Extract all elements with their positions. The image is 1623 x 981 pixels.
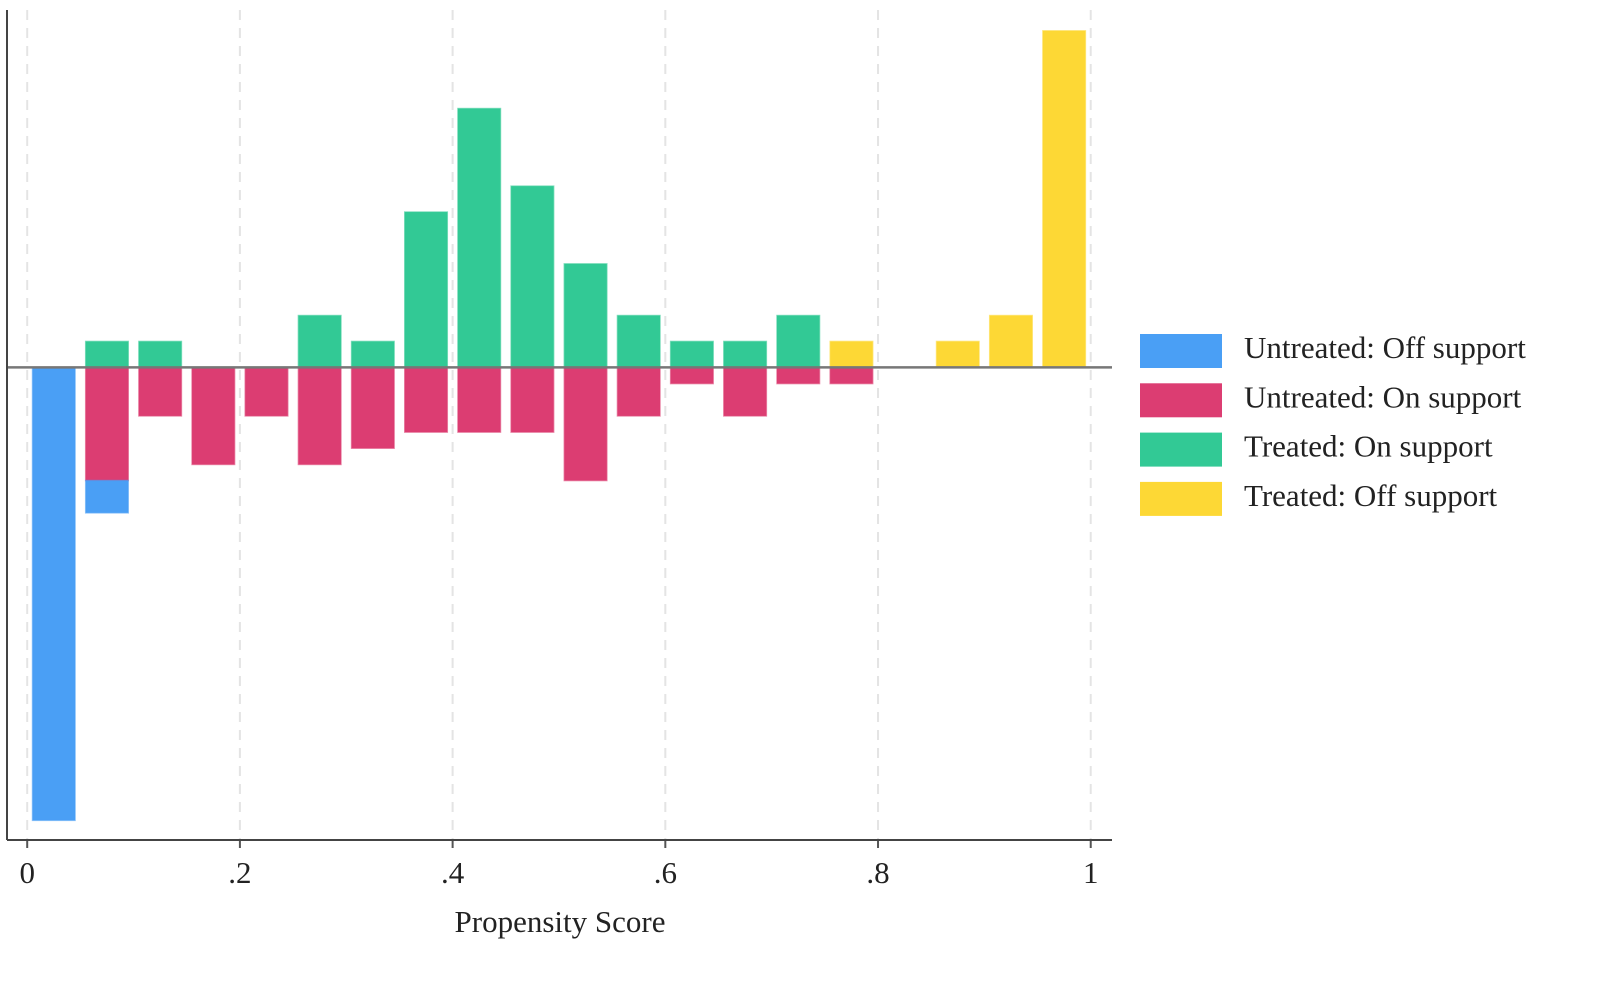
legend-label: Treated: Off support: [1244, 478, 1498, 513]
legend-label: Untreated: Off support: [1244, 330, 1526, 365]
bar: [191, 366, 236, 466]
bar: [404, 366, 449, 433]
bar: [829, 340, 874, 369]
bar: [297, 314, 342, 369]
bar: [138, 340, 183, 369]
bar: [988, 314, 1033, 369]
x-tick-label: 1: [1083, 855, 1099, 890]
bar: [1042, 30, 1087, 369]
bar: [669, 340, 714, 369]
bar: [350, 366, 395, 449]
bar: [723, 366, 768, 417]
legend-swatch: [1140, 334, 1222, 368]
bar: [723, 340, 768, 369]
bar: [84, 340, 129, 369]
bar: [776, 314, 821, 369]
x-tick-label: .4: [441, 855, 465, 890]
bar: [776, 366, 821, 385]
x-tick-label: .6: [654, 855, 677, 890]
x-tick-label: .2: [228, 855, 251, 890]
bar: [829, 366, 874, 385]
x-tick-label: .8: [866, 855, 889, 890]
bar: [563, 263, 608, 369]
bar: [457, 366, 502, 433]
bar: [669, 366, 714, 385]
bar: [84, 479, 129, 514]
bar: [297, 366, 342, 466]
legend-label: Treated: On support: [1244, 429, 1493, 464]
legend-swatch: [1140, 383, 1222, 418]
bar: [244, 366, 289, 417]
x-axis-title: Propensity Score: [455, 904, 666, 939]
bar: [404, 211, 449, 369]
x-tick-label: 0: [19, 855, 35, 890]
bar: [563, 366, 608, 482]
legend-swatch: [1140, 432, 1222, 467]
bar: [457, 107, 502, 369]
bar: [935, 340, 980, 369]
legend-swatch: [1140, 481, 1222, 516]
bar: [510, 366, 555, 433]
legend-label: Untreated: On support: [1244, 379, 1522, 414]
bar: [350, 340, 395, 369]
bar: [616, 314, 661, 369]
bar: [616, 366, 661, 417]
bar: [84, 366, 129, 482]
bar: [31, 366, 76, 822]
bar: [138, 366, 183, 417]
bar: [510, 185, 555, 369]
